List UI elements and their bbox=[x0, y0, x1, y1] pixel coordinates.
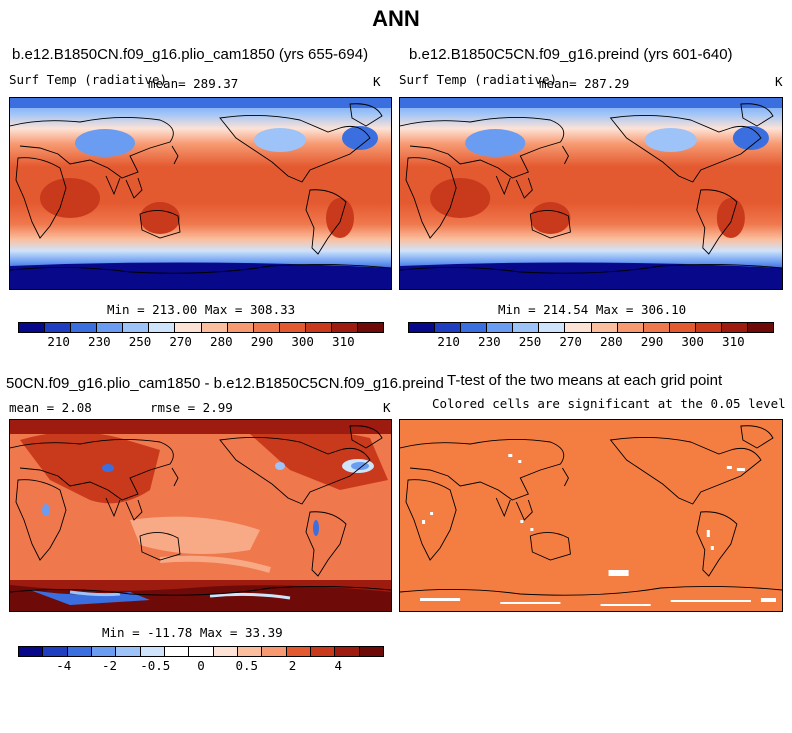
colorbar-swatch bbox=[236, 647, 262, 656]
colorbar-swatch bbox=[642, 323, 669, 332]
panel3-colorbar-ticks: -4 -2 -0.5 0 0.5 2 4 bbox=[18, 658, 384, 673]
colorbar-tick-label: 230 bbox=[478, 334, 501, 349]
panel2-map-svg bbox=[400, 98, 782, 289]
colorbar-tick-label: 250 bbox=[128, 334, 152, 349]
panel2-variable: Surf Temp (radiative) bbox=[399, 72, 558, 87]
panel3-colorbar bbox=[18, 646, 384, 657]
panel2-colorbar-ticks: 210 230 250 270 280 290 300 310 bbox=[408, 334, 774, 349]
panel1-map bbox=[9, 97, 392, 290]
colorbar-swatch bbox=[512, 323, 539, 332]
colorbar-swatch bbox=[261, 647, 286, 656]
colorbar-swatch bbox=[590, 323, 617, 332]
colorbar-tick-label: 270 bbox=[559, 334, 582, 349]
colorbar-swatch bbox=[148, 323, 175, 332]
colorbar-swatch bbox=[115, 647, 140, 656]
colorbar-tick-label: 280 bbox=[600, 334, 623, 349]
colorbar-tick-label: -2 bbox=[101, 658, 118, 673]
colorbar-swatch bbox=[200, 323, 227, 332]
page-title: ANN bbox=[372, 6, 420, 31]
panel3-mean: mean = 2.08 bbox=[9, 400, 92, 415]
colorbar-tick-label: 290 bbox=[640, 334, 664, 349]
colorbar-tick-label: 210 bbox=[47, 334, 70, 349]
colorbar-tick-label: -0.5 bbox=[140, 658, 171, 673]
colorbar-tick-label: 310 bbox=[722, 334, 745, 349]
colorbar-swatch bbox=[460, 323, 487, 332]
panel1-mean: mean= 289.37 bbox=[148, 76, 239, 91]
panel2-map bbox=[399, 97, 783, 290]
colorbar-tick-label: 290 bbox=[250, 334, 274, 349]
colorbar-tick-label: 210 bbox=[437, 334, 460, 349]
colorbar-swatch bbox=[747, 323, 774, 332]
colorbar-swatch bbox=[96, 323, 123, 332]
colorbar-swatch bbox=[278, 323, 305, 332]
colorbar-tick-label: 4 bbox=[334, 658, 343, 673]
colorbar-tick-label: 300 bbox=[291, 334, 314, 349]
colorbar-swatch bbox=[70, 323, 97, 332]
colorbar-swatch bbox=[304, 323, 331, 332]
colorbar-swatch bbox=[19, 323, 45, 332]
colorbar-swatch bbox=[720, 323, 748, 332]
panel3-map bbox=[9, 419, 392, 612]
colorbar-tick-label: 310 bbox=[332, 334, 355, 349]
panel2-title: b.e12.B1850C5CN.f09_g16.preind (yrs 601-… bbox=[409, 46, 733, 63]
panel1-units: K bbox=[373, 74, 381, 89]
panel3-units: K bbox=[383, 400, 391, 415]
colorbar-swatch bbox=[19, 647, 43, 656]
colorbar-swatch bbox=[434, 323, 461, 332]
colorbar-swatch bbox=[252, 323, 279, 332]
colorbar-tick-label: 270 bbox=[169, 334, 192, 349]
colorbar-swatch bbox=[122, 323, 149, 332]
colorbar-tick-label: 0 bbox=[197, 658, 205, 673]
colorbar-swatch bbox=[564, 323, 591, 332]
colorbar-swatch bbox=[358, 647, 383, 656]
colorbar-swatch bbox=[90, 647, 116, 656]
colorbar-tick-label: -4 bbox=[56, 658, 72, 673]
panel4-title: T-test of the two means at each grid poi… bbox=[447, 372, 723, 389]
panel3-rmse: rmse = 2.99 bbox=[150, 400, 233, 415]
colorbar-tick-label: 0.5 bbox=[235, 658, 259, 673]
panel2-mean: mean= 287.29 bbox=[539, 76, 630, 91]
colorbar-swatch bbox=[330, 323, 358, 332]
panel3-map-svg bbox=[10, 420, 391, 611]
colorbar-swatch bbox=[616, 323, 643, 332]
colorbar-swatch bbox=[163, 647, 189, 656]
colorbar-swatch bbox=[334, 647, 359, 656]
panel4-map bbox=[399, 419, 783, 612]
colorbar-swatch bbox=[309, 647, 335, 656]
panel4-subtitle: Colored cells are significant at the 0.0… bbox=[432, 396, 786, 411]
panel1-colorbar bbox=[18, 322, 384, 333]
colorbar-swatch bbox=[66, 647, 91, 656]
panel2-colorbar bbox=[408, 322, 774, 333]
panel3-title: 50CN.f09_g16.plio_cam1850 - b.e12.B1850C… bbox=[6, 375, 444, 392]
colorbar-tick-label: 230 bbox=[88, 334, 111, 349]
colorbar-swatch bbox=[668, 323, 695, 332]
panel1-title: b.e12.B1850CN.f09_g16.plio_cam1850 (yrs … bbox=[12, 46, 369, 63]
colorbar-swatch bbox=[538, 323, 565, 332]
colorbar-swatch bbox=[409, 323, 435, 332]
colorbar-swatch bbox=[285, 647, 310, 656]
colorbar-swatch bbox=[139, 647, 164, 656]
panel1-stats: Min = 213.00 Max = 308.33 bbox=[107, 302, 296, 317]
colorbar-swatch bbox=[44, 323, 71, 332]
panel1-colorbar-ticks: 210 230 250 270 280 290 300 310 bbox=[18, 334, 384, 349]
panel1-variable: Surf Temp (radiative) bbox=[9, 72, 168, 87]
colorbar-swatch bbox=[226, 323, 253, 332]
panel2-units: K bbox=[775, 74, 783, 89]
panel1-map-svg bbox=[10, 98, 391, 289]
colorbar-tick-label: 250 bbox=[518, 334, 542, 349]
colorbar-tick-label: 280 bbox=[210, 334, 233, 349]
panel2-stats: Min = 214.54 Max = 306.10 bbox=[498, 302, 687, 317]
colorbar-swatch bbox=[694, 323, 721, 332]
colorbar-swatch bbox=[357, 323, 384, 332]
colorbar-tick-label: 2 bbox=[288, 658, 297, 673]
panel4-map-svg bbox=[400, 420, 782, 611]
colorbar-swatch bbox=[212, 647, 237, 656]
panel3-stats: Min = -11.78 Max = 33.39 bbox=[102, 625, 283, 640]
colorbar-swatch bbox=[42, 647, 67, 656]
colorbar-tick-label: 300 bbox=[681, 334, 704, 349]
colorbar-swatch bbox=[188, 647, 213, 656]
colorbar-swatch bbox=[486, 323, 513, 332]
colorbar-swatch bbox=[174, 323, 201, 332]
